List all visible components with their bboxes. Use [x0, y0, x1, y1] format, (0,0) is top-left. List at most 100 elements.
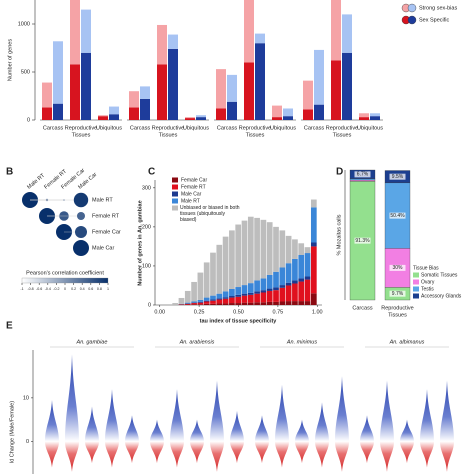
value-label: 9.5%	[392, 174, 404, 180]
hist-bar	[184, 303, 191, 305]
hist-bar	[285, 301, 292, 305]
hist-bar	[254, 302, 260, 305]
y-tick-label: 300	[142, 185, 151, 191]
violin-upper	[85, 406, 99, 442]
violin-lower	[380, 441, 394, 472]
bar-segment	[227, 74, 237, 102]
x-tick-label: 0.75	[273, 309, 284, 315]
x-tick-label: 0.50	[233, 309, 244, 315]
bar-segment	[303, 80, 313, 110]
bar-segment	[244, 0, 254, 63]
y-tick-label: 10	[23, 395, 29, 401]
hist-bar	[222, 298, 229, 304]
hist-bar	[229, 288, 235, 297]
bar-segment	[314, 104, 324, 120]
bar-segment	[168, 48, 178, 120]
legend-label: Male RT	[181, 198, 200, 204]
hist-bar	[241, 220, 248, 286]
violin-lower	[360, 441, 374, 464]
violin-upper	[380, 380, 394, 442]
hist-bar	[229, 230, 235, 289]
hist-bar	[178, 297, 185, 304]
violin-upper	[105, 389, 119, 442]
hist-bar	[247, 292, 254, 295]
hist-bar	[292, 258, 298, 281]
hist-bar	[203, 300, 210, 302]
bar-segment	[157, 64, 167, 120]
hist-bar	[266, 288, 273, 291]
y-tick-label: 0	[148, 302, 151, 308]
colorbar-tick-label: 0.2	[71, 287, 76, 291]
bar-segment	[98, 115, 108, 117]
legend-swatch	[172, 184, 178, 190]
legend-swatch	[407, 3, 417, 13]
bar-segment	[342, 14, 352, 53]
panel-letter: C	[148, 167, 155, 178]
value-label: 91.3%	[355, 238, 370, 244]
bar-segment	[70, 64, 80, 120]
panel-letter: E	[6, 321, 13, 332]
group-title: An. minimus	[286, 339, 318, 345]
violin-upper	[190, 419, 204, 442]
label-box	[389, 173, 406, 180]
violin-lower	[440, 441, 454, 472]
bar-segment	[283, 116, 293, 120]
hist-bar	[260, 290, 267, 293]
x-axis-label: tau index of tissue specificity	[200, 318, 278, 324]
hist-bar	[197, 304, 204, 305]
x-tick-label: Carcass	[304, 125, 324, 131]
label-box	[389, 264, 406, 271]
hist-bar	[184, 302, 191, 304]
colorbar-tick-label: 0.4	[80, 287, 85, 291]
row-label: Female Car	[92, 229, 121, 235]
bar-segment	[53, 103, 63, 120]
violin-upper	[295, 419, 309, 442]
colorbar-tick-label: -1	[20, 287, 23, 291]
hist-bar	[292, 239, 298, 259]
corr-circle	[77, 212, 85, 220]
hist-bar	[229, 297, 235, 304]
violin-lower	[190, 441, 204, 464]
y-tick-label: 200	[142, 224, 151, 230]
y-axis-label: Number of genes	[7, 39, 13, 81]
violin-upper	[420, 389, 434, 442]
hist-bar	[203, 297, 210, 301]
y-tick-label: 0	[27, 117, 30, 123]
hist-bar	[260, 292, 267, 303]
legend-swatch	[172, 177, 178, 183]
y-tick-label: 100	[142, 263, 151, 269]
hist-bar	[273, 290, 279, 302]
y-tick-label: 1000	[18, 21, 30, 27]
y-axis-label: ld Change (Male/Female)	[9, 401, 15, 463]
x-tick-label: Reproductive	[326, 125, 358, 131]
violin-upper	[275, 384, 289, 442]
hist-bar	[216, 293, 223, 299]
hist-bar	[292, 283, 298, 302]
group-title: An. arabiensis	[179, 339, 215, 345]
hist-bar	[216, 299, 223, 304]
hist-bar	[229, 296, 235, 298]
bar-segment	[303, 109, 313, 120]
x-tick-label: 0.25	[194, 309, 205, 315]
violin-lower	[125, 441, 139, 464]
violin-upper	[360, 415, 374, 442]
hist-bar	[304, 279, 311, 302]
hist-bar	[260, 302, 267, 305]
bar-segment	[42, 107, 52, 120]
hist-bar	[298, 255, 305, 279]
hist-bar	[210, 303, 216, 305]
bar-segment	[272, 117, 282, 120]
x-tick-label: Tissues	[72, 132, 91, 138]
hist-bar	[279, 287, 286, 302]
bar-segment	[370, 113, 380, 117]
hist-bar	[304, 253, 311, 277]
violin-lower	[315, 441, 329, 468]
hist-bar	[247, 294, 254, 303]
hist-bar	[197, 299, 204, 302]
hist-bar	[203, 303, 210, 305]
x-tick-label: Carcass	[352, 305, 372, 311]
hist-bar	[216, 244, 223, 294]
legend-label: Ovary	[421, 279, 435, 285]
x-tick-label: Reproductive	[65, 125, 97, 131]
hist-bar	[285, 235, 292, 264]
